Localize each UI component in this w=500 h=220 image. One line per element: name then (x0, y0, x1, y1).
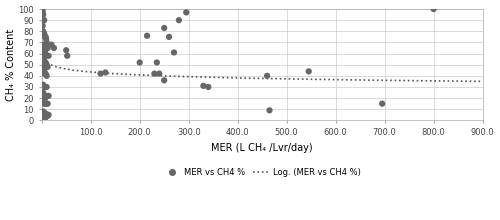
Point (204, 85, 212, 89)
Point (40, 34, 48, 38)
Point (153, 61, 161, 64)
Point (40, 94, 48, 98)
Point (165, 35, 173, 39)
Point (96, 72, 104, 75)
Point (143, 34, 151, 38)
Point (40, 32, 48, 35)
Point (44, 113, 52, 117)
Point (40, 119, 48, 122)
Point (38, 9, 46, 13)
Point (41, 35, 49, 39)
Point (40, 65, 48, 69)
Point (39, 29, 47, 33)
Point (38, 7, 46, 11)
Point (156, 72, 164, 75)
Point (40, 46, 48, 50)
Point (39, 100, 47, 103)
Point (44, 46, 52, 50)
Point (42, 46, 50, 50)
Point (182, 11, 190, 14)
Point (41, 50, 49, 53)
Point (200, 84, 207, 88)
Point (40, 102, 48, 105)
Point (42, 74, 50, 78)
X-axis label: MER (L CH₄ /Lvr/day): MER (L CH₄ /Lvr/day) (212, 143, 313, 152)
Point (38, 71, 46, 74)
Point (304, 70, 312, 73)
Point (38, 63, 46, 66)
Point (42, 35, 50, 39)
Legend: MER vs CH4 %, Log. (MER vs CH4 %): MER vs CH4 %, Log. (MER vs CH4 %) (160, 165, 364, 181)
Point (41, 96, 49, 100)
Point (39, 110, 47, 113)
Point (40, 18, 48, 22)
Point (44, 65, 52, 69)
Point (40, 52, 48, 55)
Point (42, 112, 50, 116)
Point (42, 54, 50, 58)
Point (44, 114, 52, 118)
Point (39, 91, 47, 94)
Point (42, 102, 50, 105)
Point (40, 18, 48, 22)
Point (50, 46, 58, 50)
Point (170, 51, 178, 54)
Point (42, 72, 50, 75)
Point (160, 26, 168, 30)
Point (44, 102, 52, 105)
Point (42, 61, 50, 64)
Point (42, 41, 50, 44)
Point (40, 71, 48, 74)
Point (39, 52, 47, 55)
Point (40, 85, 48, 89)
Y-axis label: CH₄ % Content: CH₄ % Content (6, 29, 16, 101)
Point (136, 61, 143, 64)
Point (42, 37, 50, 41)
Point (39, 13, 47, 16)
Point (41, 102, 49, 105)
Point (39, 57, 47, 61)
Point (42, 113, 50, 117)
Point (62, 48, 70, 52)
Point (150, 72, 158, 75)
Point (42, 46, 50, 50)
Point (40, 35, 48, 39)
Point (41, 66, 49, 70)
Point (42, 94, 50, 98)
Point (39, 116, 47, 120)
Point (38, 48, 46, 52)
Point (39, 83, 47, 86)
Point (39, 33, 47, 37)
Point (40, 72, 48, 75)
Point (44, 94, 52, 98)
Point (40, 44, 48, 48)
Point (263, 74, 271, 78)
Point (63, 54, 71, 58)
Point (40, 111, 48, 114)
Point (41, 116, 49, 120)
Point (48, 43, 56, 46)
Point (38, 43, 46, 46)
Point (44, 54, 52, 58)
Point (42, 63, 50, 66)
Point (38, 24, 46, 28)
Point (175, 18, 183, 22)
Point (40, 56, 48, 60)
Point (102, 71, 110, 74)
Point (430, 7, 438, 11)
Point (266, 109, 274, 112)
Point (42, 85, 50, 89)
Point (40, 48, 48, 52)
Point (378, 102, 386, 105)
Point (160, 79, 168, 82)
